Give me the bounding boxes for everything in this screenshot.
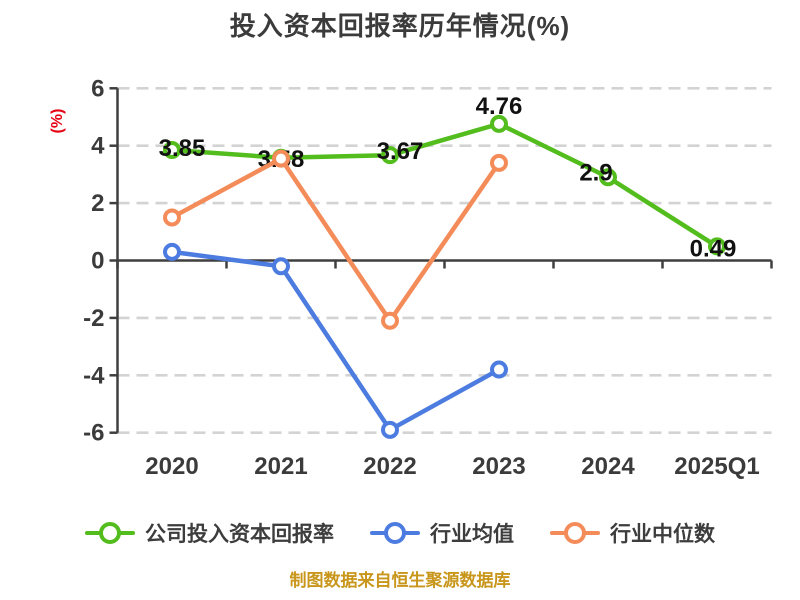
y-tick-label: -4: [83, 362, 105, 389]
x-tick-label: 2021: [254, 453, 307, 480]
industry-mean-marker-icon: [370, 522, 420, 544]
y-tick-label: 0: [91, 248, 104, 275]
data-point-marker: [599, 168, 617, 187]
legend-label-company-roic: 公司投入资本回报率: [145, 523, 334, 546]
value-label: 0.49: [690, 235, 737, 262]
legend-item-company-roic: 公司投入资本回报率: [85, 518, 334, 548]
y-tick-label: -6: [83, 420, 104, 447]
data-point-marker: [490, 114, 508, 133]
data-point-marker: [490, 153, 508, 172]
data-point-marker: [381, 311, 399, 330]
value-label: 3.67: [377, 138, 424, 165]
value-label: 2.9: [579, 159, 612, 186]
source-note: 制图数据来自恒生聚源数据库: [289, 571, 511, 590]
data-point-marker: [490, 360, 508, 379]
data-point-marker: [163, 208, 181, 227]
legend-label-industry-mean: 行业均值: [430, 523, 514, 546]
industry-median-marker-icon: [550, 522, 600, 544]
value-label: 3.85: [159, 135, 206, 162]
chart-title: 投入资本回报率历年情况(%): [229, 11, 571, 41]
data-point-marker: [163, 141, 181, 160]
series-line: [169, 121, 720, 249]
legend: 公司投入资本回报率 行业均值 行业中位数: [0, 518, 800, 548]
y-tick-label: 4: [91, 133, 105, 160]
y-tick-label: -2: [83, 305, 104, 332]
data-point-marker: [272, 257, 290, 276]
x-tick-label: 2025Q1: [674, 453, 759, 480]
legend-item-industry-median: 行业中位数: [550, 518, 715, 548]
x-tick-label: 2020: [145, 453, 198, 480]
value-label: 4.76: [476, 93, 523, 120]
x-tick-label: 2022: [363, 453, 416, 480]
legend-item-industry-mean: 行业均值: [370, 518, 514, 548]
x-tick-label: 2024: [581, 453, 635, 480]
series-line: [169, 249, 502, 433]
y-tick-label: 2: [91, 190, 104, 217]
data-point-marker: [381, 420, 399, 439]
x-tick-label: 2023: [472, 453, 525, 480]
data-point-marker: [272, 149, 290, 168]
data-point-marker: [163, 242, 181, 261]
data-point-marker: [381, 146, 399, 165]
y-tick-label: 6: [91, 75, 104, 102]
company-roic-marker-icon: [85, 522, 135, 544]
legend-label-industry-median: 行业中位数: [610, 523, 715, 546]
data-point-marker: [708, 237, 726, 256]
series-line: [169, 156, 502, 324]
